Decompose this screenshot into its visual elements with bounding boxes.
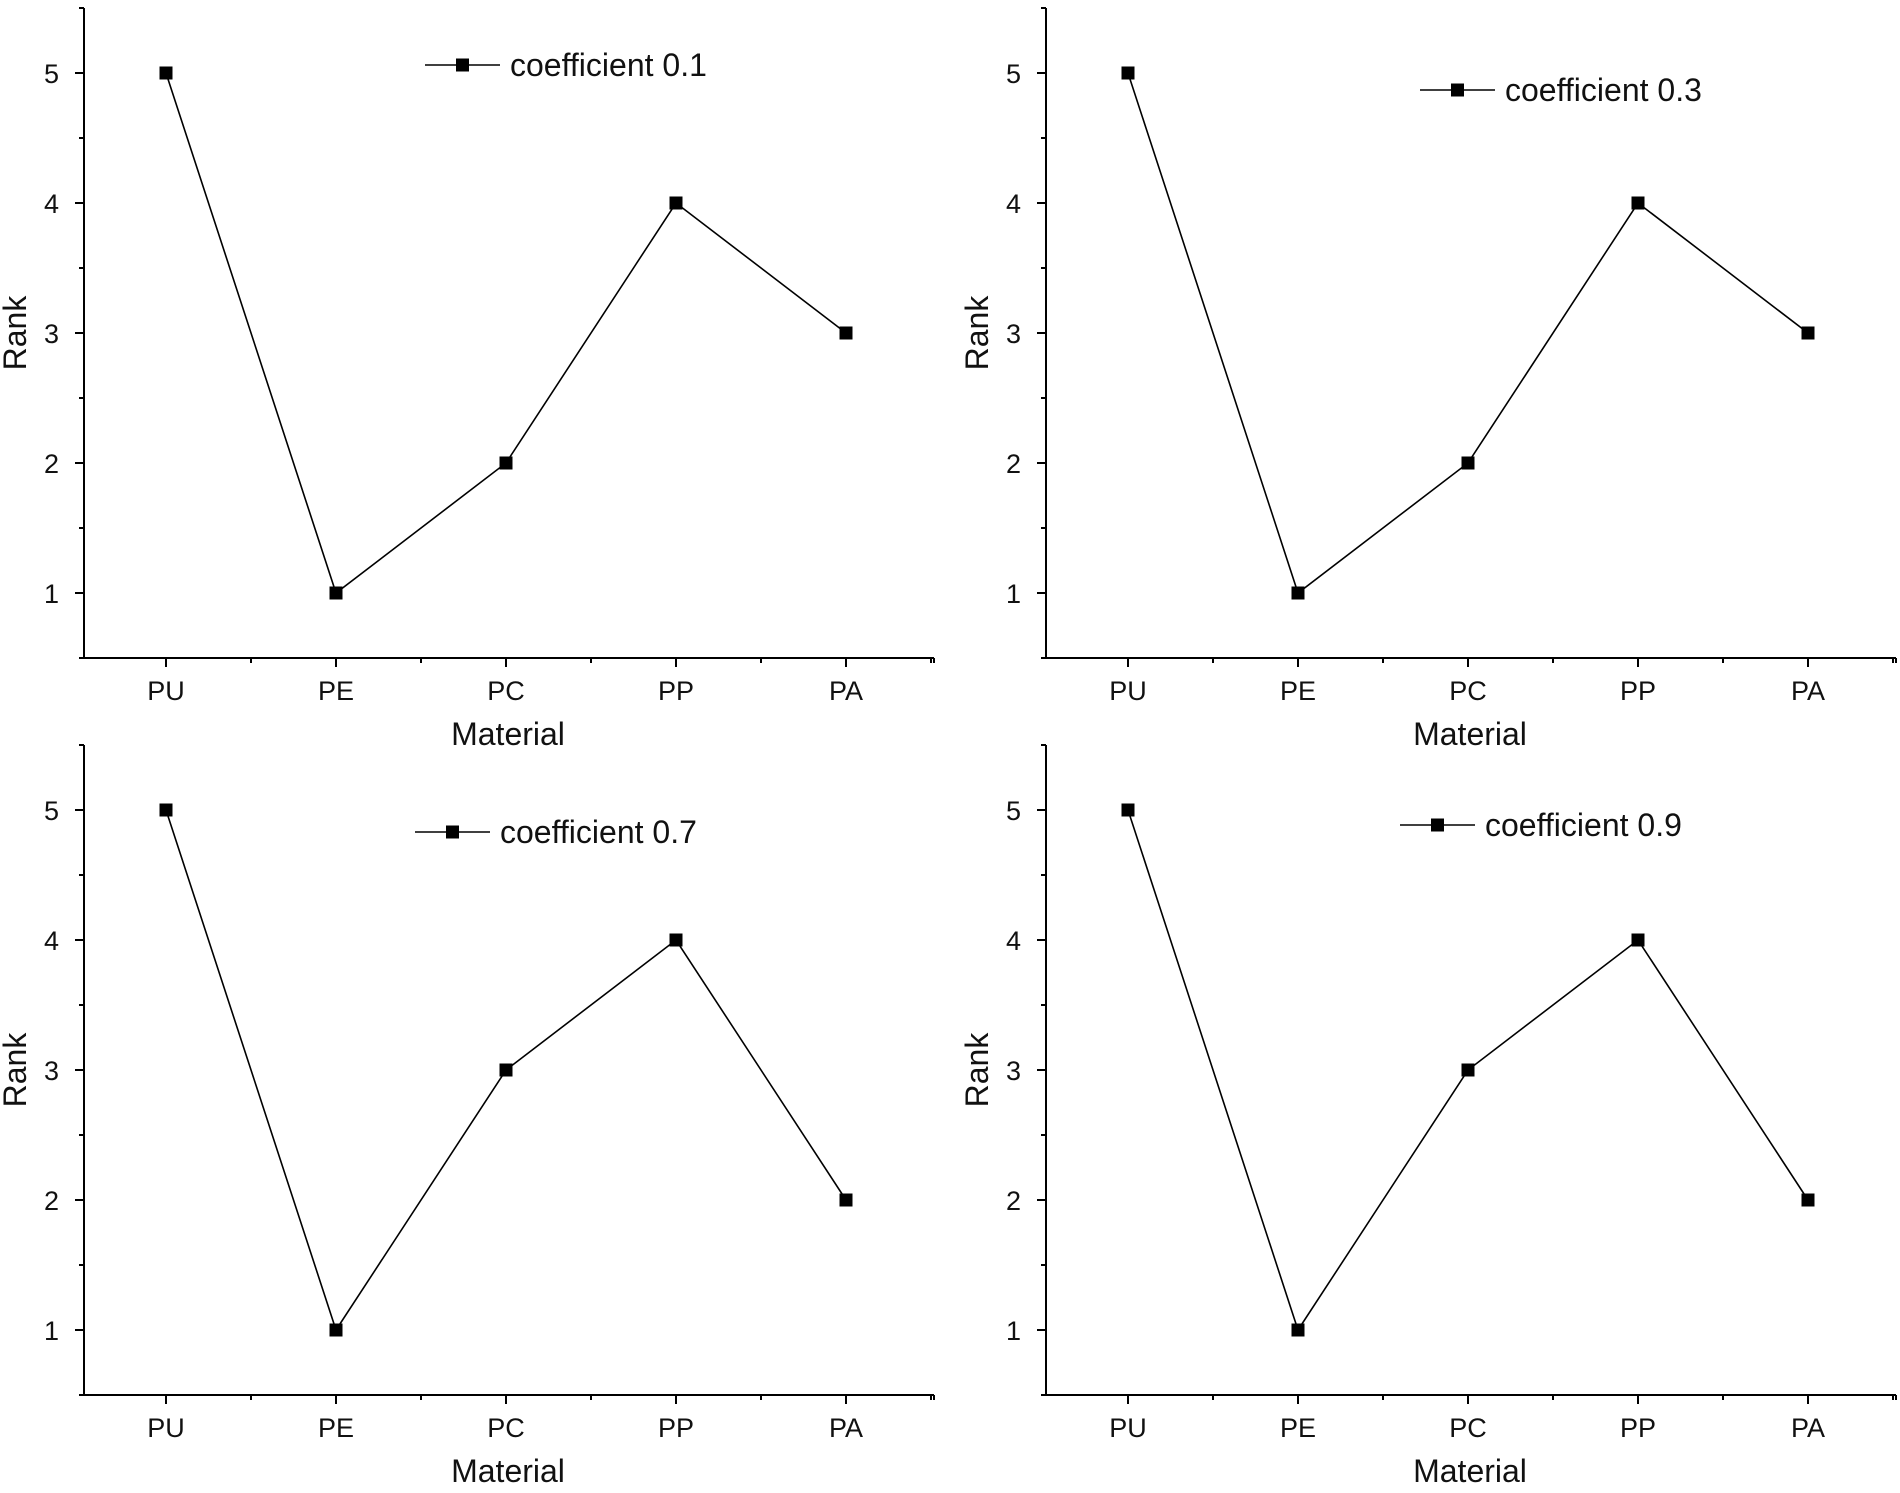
data-point-marker xyxy=(329,1323,343,1337)
y-tick-label: 2 xyxy=(44,1186,59,1216)
y-tick-label: 1 xyxy=(1006,579,1021,609)
y-axis-title: Rank xyxy=(0,295,33,371)
y-tick-label: 5 xyxy=(44,59,59,89)
x-tick-label: PA xyxy=(1791,1413,1825,1443)
y-axis-title: Rank xyxy=(0,1032,33,1108)
data-point-marker xyxy=(159,803,173,817)
y-tick-label: 3 xyxy=(44,319,59,349)
chart-panel-top-left: 1 2 3 4 5 PU PE PC PP PA Material Rank coefficient 0… xyxy=(0,7,935,752)
data-point-marker xyxy=(1291,1323,1305,1337)
x-tick-label: PC xyxy=(487,1413,525,1443)
data-point-marker xyxy=(1801,1193,1815,1207)
y-tick-label: 5 xyxy=(44,796,59,826)
x-axis-title: Material xyxy=(1413,1453,1527,1489)
y-tick-label: 3 xyxy=(44,1056,59,1086)
y-tick-label: 3 xyxy=(1006,319,1021,349)
y-tick-label: 5 xyxy=(1006,59,1021,89)
y-tick-label: 5 xyxy=(1006,796,1021,826)
data-point-marker xyxy=(1121,803,1135,817)
y-tick-label: 2 xyxy=(1006,1186,1021,1216)
data-point-marker xyxy=(839,1193,853,1207)
chart-panel-top-right: 1 2 3 4 5 PU PE PC PP PA Material Rank coefficient 0… xyxy=(959,7,1897,752)
y-tick-label: 4 xyxy=(1006,189,1021,219)
y-tick-label: 4 xyxy=(44,189,59,219)
data-point-marker xyxy=(1461,1063,1475,1077)
y-axis-title: Rank xyxy=(959,295,995,371)
x-tick-label: PU xyxy=(147,676,185,706)
x-tick-label: PA xyxy=(829,676,863,706)
x-tick-label: PP xyxy=(658,1413,694,1443)
data-point-marker xyxy=(1631,933,1645,947)
legend-label: coefficient 0.7 xyxy=(500,814,697,850)
legend-marker xyxy=(456,58,469,72)
x-tick-label: PA xyxy=(1791,676,1825,706)
x-tick-label: PE xyxy=(1280,1413,1316,1443)
x-tick-label: PP xyxy=(1620,1413,1656,1443)
data-point-marker xyxy=(1121,66,1135,80)
x-tick-label: PU xyxy=(1109,676,1147,706)
x-tick-label: PE xyxy=(318,676,354,706)
y-tick-label: 1 xyxy=(1006,1316,1021,1346)
chart-panel-bottom-left: 1 2 3 4 5 PU PE PC PP PA Material Rank coefficient 0… xyxy=(0,744,935,1489)
x-axis-title: Material xyxy=(1413,716,1527,752)
x-tick-label: PU xyxy=(1109,1413,1147,1443)
data-point-marker xyxy=(159,66,173,80)
legend-label: coefficient 0.1 xyxy=(510,47,707,83)
data-point-marker xyxy=(669,933,683,947)
y-tick-label: 3 xyxy=(1006,1056,1021,1086)
x-tick-label: PC xyxy=(1449,676,1487,706)
legend-label: coefficient 0.9 xyxy=(1485,807,1682,843)
data-point-marker xyxy=(839,326,853,340)
x-tick-label: PC xyxy=(487,676,525,706)
legend-marker xyxy=(446,825,459,839)
data-point-marker xyxy=(1291,586,1305,600)
y-tick-label: 1 xyxy=(44,579,59,609)
x-tick-label: PE xyxy=(1280,676,1316,706)
y-axis-title: Rank xyxy=(959,1032,995,1108)
y-tick-label: 4 xyxy=(44,926,59,956)
data-point-marker xyxy=(1461,456,1475,470)
x-axis-title: Material xyxy=(451,1453,565,1489)
y-tick-label: 2 xyxy=(44,449,59,479)
y-tick-label: 2 xyxy=(1006,449,1021,479)
x-axis-title: Material xyxy=(451,716,565,752)
data-point-marker xyxy=(1631,196,1645,210)
x-tick-label: PP xyxy=(1620,676,1656,706)
x-tick-label: PE xyxy=(318,1413,354,1443)
data-point-marker xyxy=(669,196,683,210)
y-tick-label: 1 xyxy=(44,1316,59,1346)
y-tick-label: 4 xyxy=(1006,926,1021,956)
x-tick-label: PP xyxy=(658,676,694,706)
data-point-marker xyxy=(499,1063,513,1077)
x-tick-label: PA xyxy=(829,1413,863,1443)
chart-panel-bottom-right: 1 2 3 4 5 PU PE PC PP PA Material Rank coefficient 0… xyxy=(959,744,1897,1489)
legend-marker xyxy=(1451,83,1464,97)
data-point-marker xyxy=(1801,326,1815,340)
legend-marker xyxy=(1431,818,1444,832)
legend-label: coefficient 0.3 xyxy=(1505,72,1702,108)
data-point-marker xyxy=(499,456,513,470)
x-tick-label: PC xyxy=(1449,1413,1487,1443)
x-tick-label: PU xyxy=(147,1413,185,1443)
data-point-marker xyxy=(329,586,343,600)
